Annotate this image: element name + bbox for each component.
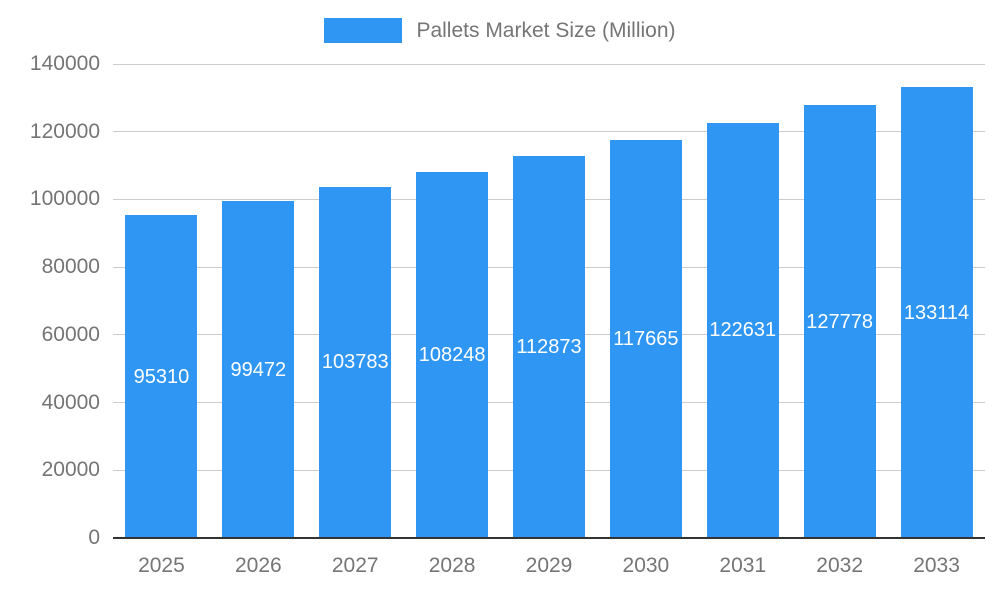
bar-value-label: 122631: [709, 319, 777, 341]
x-axis-tick-label: 2027: [331, 554, 379, 577]
y-gridline: [113, 63, 985, 65]
bar-value-label: 99472: [230, 359, 287, 381]
x-axis-tick-label: 2030: [622, 554, 670, 577]
y-axis-tick-label: 40000: [41, 390, 100, 414]
bar: [125, 215, 197, 537]
y-axis-tick-label: 0: [88, 526, 100, 549]
bar: [319, 187, 391, 537]
bar-value-label: 103783: [321, 351, 389, 373]
bar: [222, 201, 294, 537]
bar: [804, 105, 876, 537]
x-axis-tick-label: 2026: [234, 554, 282, 577]
x-axis-tick-label: 2029: [525, 554, 573, 577]
bar: [707, 123, 779, 537]
bar-value-label: 133114: [903, 302, 970, 324]
bar-value-label: 108248: [418, 344, 486, 366]
bar-value-label: 127778: [806, 311, 874, 333]
y-axis-tick-label: 60000: [41, 322, 100, 346]
bar: [416, 172, 488, 537]
chart-legend: Pallets Market Size (Million): [0, 18, 1000, 43]
legend-label: Pallets Market Size (Million): [416, 18, 676, 42]
x-axis-tick-label: 2031: [719, 554, 767, 577]
y-gridline: [113, 131, 985, 133]
x-axis-tick-label: 2025: [138, 554, 185, 577]
y-axis-tick-label: 100000: [29, 187, 100, 211]
bar: [610, 140, 682, 537]
y-axis-tick-label: 80000: [41, 255, 100, 279]
bar-value-label: 95310: [133, 366, 190, 388]
bar: [901, 87, 973, 537]
bar-value-label: 112873: [516, 336, 582, 358]
y-axis-tick-label: 140000: [29, 52, 100, 75]
x-axis-line: [113, 537, 985, 539]
legend-swatch: [324, 18, 403, 43]
y-axis-tick-label: 20000: [41, 458, 100, 482]
x-axis-tick-label: 2033: [913, 554, 960, 577]
y-axis-tick-label: 120000: [29, 119, 100, 143]
bar-value-label: 117665: [613, 328, 679, 350]
bar: [513, 156, 585, 537]
x-axis-tick-label: 2032: [816, 554, 864, 577]
x-axis-tick-label: 2028: [428, 554, 476, 577]
